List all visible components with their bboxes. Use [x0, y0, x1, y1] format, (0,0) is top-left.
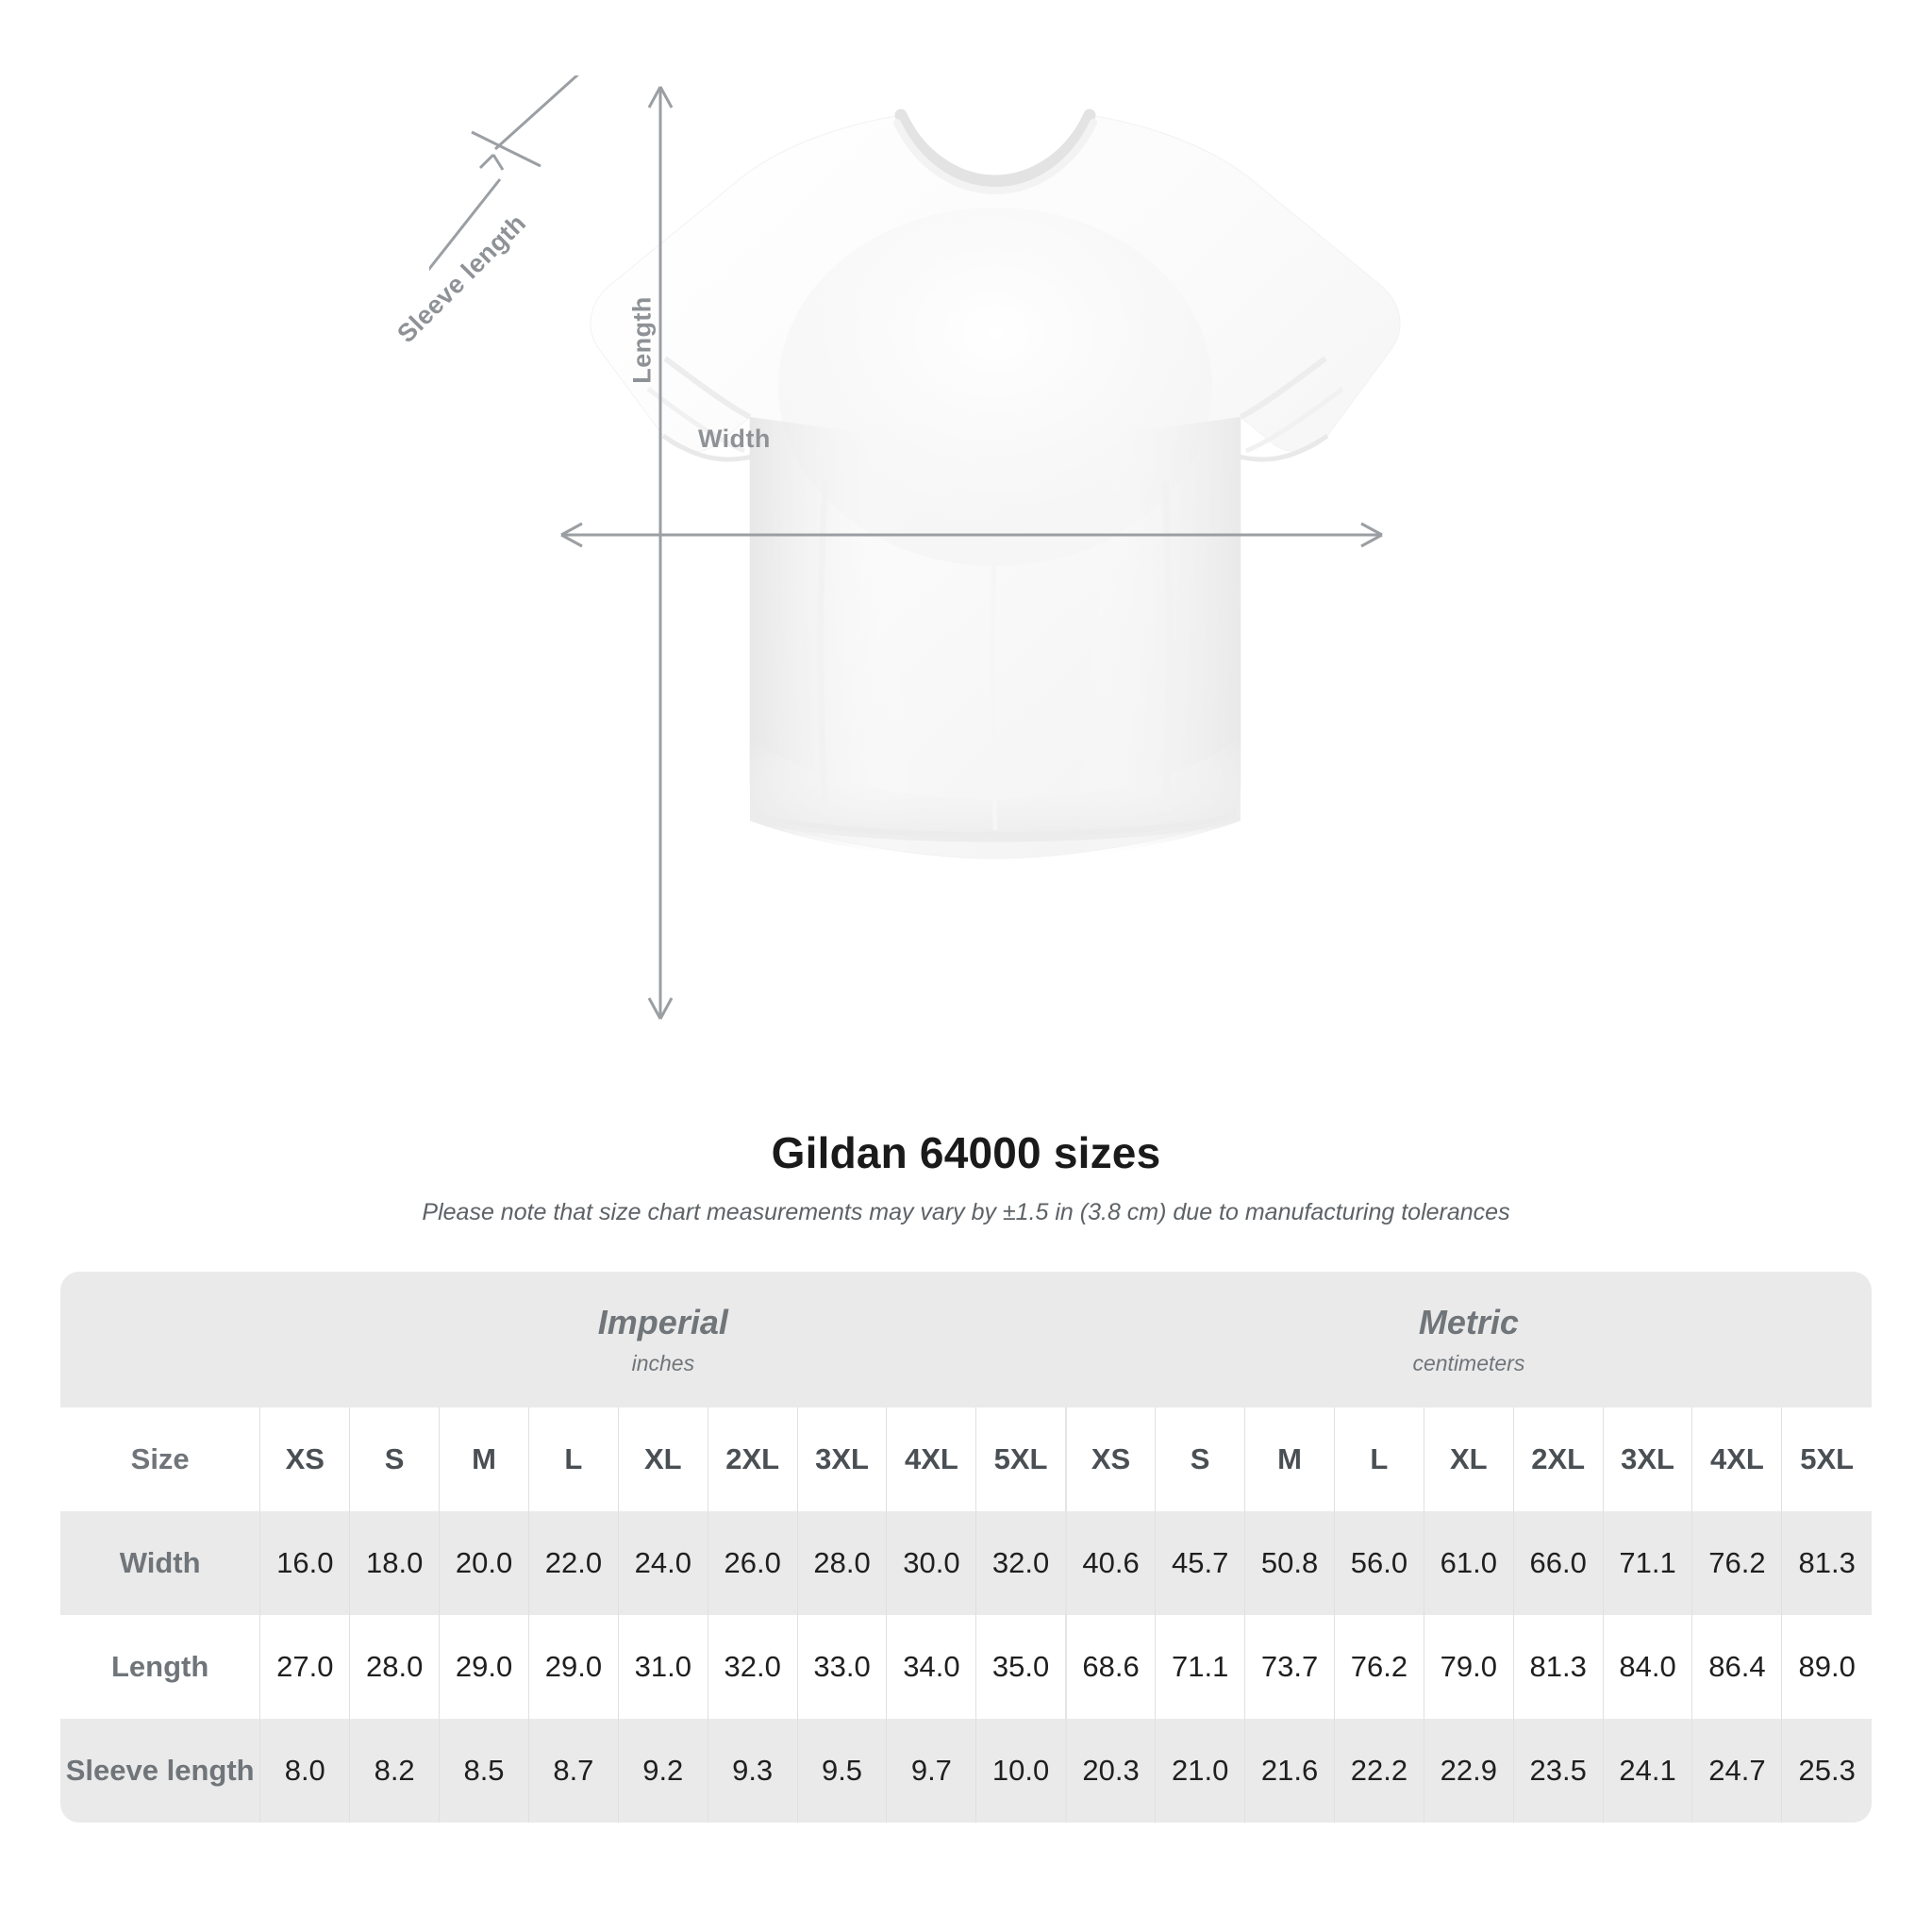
- cell-sleeve-length-imperial-2xl: 9.3: [707, 1719, 798, 1823]
- table-row: Sleeve length 8.0 8.2 8.5 8.7 9.2 9.3 9.5 9.7 10.…: [60, 1719, 1872, 1823]
- row-label-width: Width: [60, 1511, 260, 1615]
- cell-length-metric-m: 73.7: [1244, 1615, 1335, 1719]
- cell-width-imperial-3xl: 28.0: [796, 1511, 887, 1615]
- column-header-metric-l: L: [1333, 1407, 1424, 1511]
- cell-sleeve-length-imperial-xs: 8.0: [259, 1719, 350, 1823]
- cell-length-imperial-xl: 31.0: [617, 1615, 708, 1719]
- cell-length-imperial-l: 29.0: [527, 1615, 619, 1719]
- cell-length-imperial-m: 29.0: [439, 1615, 529, 1719]
- unit-header-row: Imperial inches Metric centimeters: [60, 1272, 1872, 1407]
- table-row: Size XS S M L XL 2XL 3XL 4XL 5XL XS S M L XL 2XL 3XL 4XL 5…: [60, 1407, 1872, 1511]
- cell-length-metric-3xl: 84.0: [1602, 1615, 1692, 1719]
- page-title: Gildan 64000 sizes: [771, 1128, 1161, 1177]
- column-header-imperial-s: S: [349, 1407, 440, 1511]
- chart-heading: Gildan 64000 sizes Please note that size…: [0, 1127, 1932, 1226]
- cell-length-metric-xs: 68.6: [1064, 1615, 1156, 1719]
- cell-width-metric-l: 56.0: [1333, 1511, 1424, 1615]
- column-header-imperial-3xl: 3XL: [796, 1407, 887, 1511]
- cell-sleeve-length-imperial-4xl: 9.7: [886, 1719, 976, 1823]
- cell-width-imperial-xl: 24.0: [617, 1511, 708, 1615]
- column-header-imperial-5xl: 5XL: [975, 1407, 1066, 1511]
- cell-width-metric-5xl: 81.3: [1781, 1511, 1872, 1615]
- cell-sleeve-length-imperial-xl: 9.2: [617, 1719, 708, 1823]
- column-header-metric-3xl: 3XL: [1602, 1407, 1692, 1511]
- cell-width-metric-m: 50.8: [1244, 1511, 1335, 1615]
- tshirt-illustration: [590, 108, 1401, 859]
- cell-width-metric-xl: 61.0: [1423, 1511, 1514, 1615]
- cell-sleeve-length-imperial-3xl: 9.5: [796, 1719, 887, 1823]
- cell-sleeve-length-imperial-s: 8.2: [349, 1719, 440, 1823]
- cell-length-imperial-5xl: 35.0: [975, 1615, 1066, 1719]
- cell-width-imperial-xs: 16.0: [259, 1511, 350, 1615]
- cell-sleeve-length-metric-5xl: 25.3: [1781, 1719, 1872, 1823]
- cell-width-imperial-s: 18.0: [349, 1511, 440, 1615]
- cell-sleeve-length-metric-s: 21.0: [1155, 1719, 1245, 1823]
- column-header-imperial-xs: XS: [259, 1407, 350, 1511]
- column-header-metric-xl: XL: [1423, 1407, 1514, 1511]
- size-table-container: Imperial inches Metric centimeters Size X…: [60, 1272, 1872, 1823]
- cell-sleeve-length-metric-4xl: 24.7: [1691, 1719, 1782, 1823]
- cell-sleeve-length-metric-xl: 22.9: [1423, 1719, 1514, 1823]
- tolerance-note: Please note that size chart measurements…: [422, 1199, 1510, 1225]
- column-header-imperial-2xl: 2XL: [707, 1407, 798, 1511]
- cell-width-imperial-m: 20.0: [439, 1511, 529, 1615]
- cell-width-imperial-2xl: 26.0: [707, 1511, 798, 1615]
- cell-width-imperial-5xl: 32.0: [975, 1511, 1066, 1615]
- column-header-metric-5xl: 5XL: [1781, 1407, 1872, 1511]
- cell-length-imperial-xs: 27.0: [259, 1615, 350, 1719]
- cell-length-metric-2xl: 81.3: [1512, 1615, 1604, 1719]
- cell-length-imperial-2xl: 32.0: [707, 1615, 798, 1719]
- column-header-imperial-4xl: 4XL: [886, 1407, 976, 1511]
- cell-sleeve-length-metric-3xl: 24.1: [1602, 1719, 1692, 1823]
- column-header-metric-m: M: [1244, 1407, 1335, 1511]
- tshirt-diagram: Sleeve length Length Width: [391, 75, 1401, 1020]
- column-header-metric-2xl: 2XL: [1512, 1407, 1604, 1511]
- column-header-metric-s: S: [1155, 1407, 1245, 1511]
- cell-length-imperial-s: 28.0: [349, 1615, 440, 1719]
- imperial-unit: inches: [631, 1351, 695, 1376]
- row-label-length: Length: [60, 1615, 260, 1719]
- measurement-overlay: [429, 75, 1383, 1020]
- cell-sleeve-length-metric-l: 22.2: [1333, 1719, 1424, 1823]
- table-row: Width 16.0 18.0 20.0 22.0 24.0 26.0 28.0 30.0 32.…: [60, 1511, 1872, 1615]
- cell-width-metric-s: 45.7: [1155, 1511, 1245, 1615]
- cell-length-metric-xl: 79.0: [1423, 1615, 1514, 1719]
- width-annotation-label: Width: [698, 425, 771, 453]
- column-header-imperial-l: L: [527, 1407, 619, 1511]
- column-header-metric-4xl: 4XL: [1691, 1407, 1782, 1511]
- cell-sleeve-length-metric-m: 21.6: [1244, 1719, 1335, 1823]
- cell-length-metric-s: 71.1: [1155, 1615, 1245, 1719]
- cell-length-imperial-4xl: 34.0: [886, 1615, 976, 1719]
- length-annotation-label: Length: [627, 296, 657, 384]
- cell-width-metric-3xl: 71.1: [1602, 1511, 1692, 1615]
- unit-header-metric: Metric centimeters: [1065, 1272, 1872, 1407]
- cell-width-metric-4xl: 76.2: [1691, 1511, 1782, 1615]
- column-header-metric-xs: XS: [1064, 1407, 1156, 1511]
- cell-sleeve-length-metric-2xl: 23.5: [1512, 1719, 1604, 1823]
- size-table: Imperial inches Metric centimeters Size X…: [60, 1272, 1872, 1823]
- cell-sleeve-length-imperial-5xl: 10.0: [975, 1719, 1066, 1823]
- row-label-sleeve-length: Sleeve length: [60, 1719, 260, 1823]
- cell-sleeve-length-metric-xs: 20.3: [1064, 1719, 1156, 1823]
- cell-length-metric-4xl: 86.4: [1691, 1615, 1782, 1719]
- cell-width-imperial-4xl: 30.0: [886, 1511, 976, 1615]
- cell-length-imperial-3xl: 33.0: [796, 1615, 887, 1719]
- cell-sleeve-length-imperial-l: 8.7: [527, 1719, 619, 1823]
- table-row: Length 27.0 28.0 29.0 29.0 31.0 32.0 33.0 34.0 35…: [60, 1615, 1872, 1719]
- metric-unit: centimeters: [1412, 1351, 1525, 1376]
- imperial-label: Imperial: [597, 1302, 728, 1341]
- row-header-size: Size: [60, 1407, 260, 1511]
- unit-header-imperial: Imperial inches: [259, 1272, 1066, 1407]
- unit-header-spacer: [60, 1272, 260, 1407]
- cell-width-metric-xs: 40.6: [1064, 1511, 1156, 1615]
- cell-sleeve-length-imperial-m: 8.5: [439, 1719, 529, 1823]
- cell-length-metric-5xl: 89.0: [1781, 1615, 1872, 1719]
- cell-length-metric-l: 76.2: [1333, 1615, 1424, 1719]
- column-header-imperial-xl: XL: [617, 1407, 708, 1511]
- metric-label: Metric: [1418, 1302, 1519, 1341]
- cell-width-imperial-l: 22.0: [527, 1511, 619, 1615]
- cell-width-metric-2xl: 66.0: [1512, 1511, 1604, 1615]
- column-header-imperial-m: M: [439, 1407, 529, 1511]
